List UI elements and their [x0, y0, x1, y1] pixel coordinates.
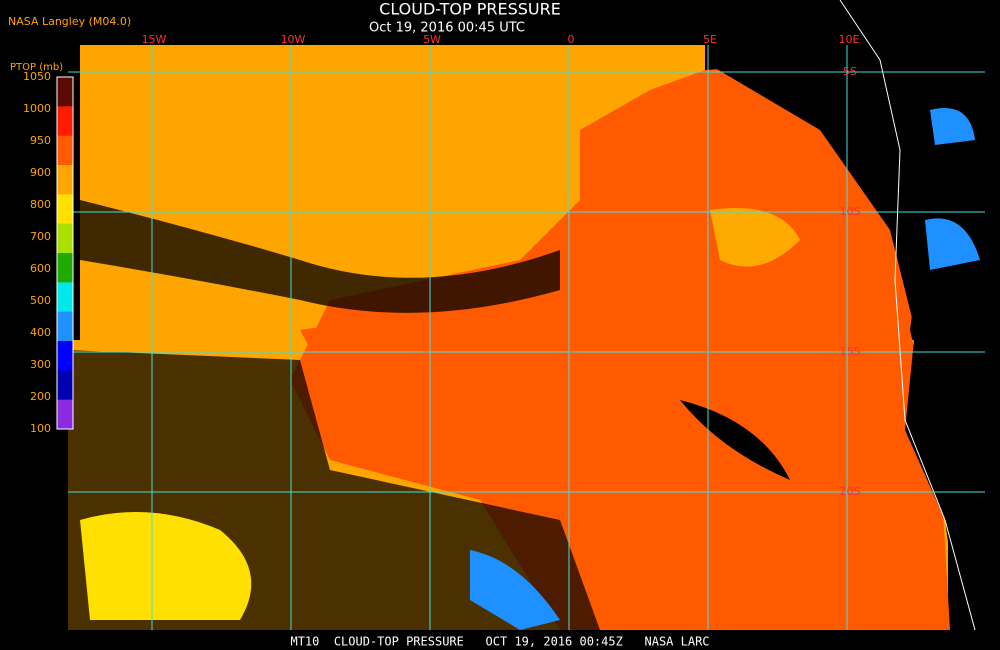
colorbar-label: 700	[30, 230, 51, 243]
map-region	[710, 208, 800, 267]
longitude-label: 10W	[281, 33, 306, 46]
colorbar-swatch	[57, 253, 73, 283]
latitude-label: 20S	[840, 485, 861, 498]
footer-caption: MT10 CLOUD-TOP PRESSURE OCT 19, 2016 00:…	[290, 635, 709, 649]
colorbar-label: 300	[30, 358, 51, 371]
colorbar-swatch	[57, 223, 73, 254]
colorbar-swatch	[57, 135, 73, 166]
colorbar-label: 100	[30, 422, 51, 435]
colorbar-title: PTOP (mb)	[10, 62, 63, 73]
graticule: 15W 10W 5W 0 5E 10E 5S 10S 15S 20S	[68, 33, 985, 630]
colorbar-label: 900	[30, 166, 51, 179]
colorbar-frame	[56, 76, 74, 430]
colorbar-label: 1000	[23, 102, 51, 115]
map-region	[470, 550, 560, 630]
colorbar-label: 200	[30, 390, 51, 403]
source-label: NASA Langley (M04.0)	[8, 15, 131, 28]
longitude-label: 5E	[703, 33, 717, 46]
longitude-label: 5W	[423, 33, 441, 46]
latitude-label: 15S	[840, 345, 861, 358]
colorbar-label: 400	[30, 326, 51, 339]
colorbar-swatch	[57, 282, 73, 313]
colorbar-swatch	[57, 165, 73, 195]
colorbar-label: 950	[30, 134, 51, 147]
colorbar-swatch	[57, 106, 73, 137]
title: CLOUD-TOP PRESSURE	[379, 0, 561, 19]
colorbar-swatch	[57, 370, 73, 401]
colorbar-swatch	[57, 77, 73, 107]
colorbar-label: 600	[30, 262, 51, 275]
map-region	[80, 512, 252, 620]
colorbar-label: 800	[30, 198, 51, 211]
subtitle: Oct 19, 2016 00:45 UTC	[369, 21, 525, 36]
longitude-label: 15W	[142, 33, 167, 46]
latitude-label: 5S	[843, 65, 857, 78]
longitude-label: 0	[568, 33, 575, 46]
coastline	[839, 0, 976, 631]
colorbar-swatch	[57, 341, 73, 371]
map-region	[925, 108, 980, 270]
map-region	[80, 200, 560, 313]
colorbar-swatch	[57, 194, 73, 225]
latitude-label: 10S	[840, 205, 861, 218]
colorbar: 1050 1000 950 900 800 700 600 500 400 300 200 100	[23, 70, 74, 435]
map-region	[705, 45, 990, 630]
colorbar-label: 500	[30, 294, 51, 307]
colorbar-swatch	[57, 399, 73, 430]
colorbar-swatch	[57, 311, 73, 342]
longitude-label: 10E	[839, 33, 860, 46]
colorbar-label: 1050	[23, 70, 51, 83]
map	[68, 0, 990, 631]
